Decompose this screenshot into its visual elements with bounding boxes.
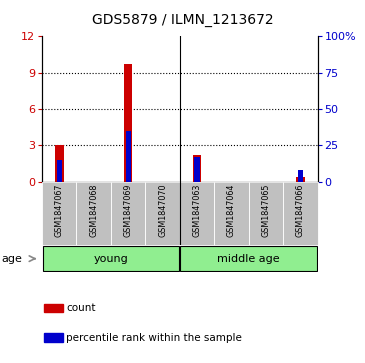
Bar: [296, 177, 305, 182]
Text: GDS5879 / ILMN_1213672: GDS5879 / ILMN_1213672: [92, 13, 273, 27]
Bar: [298, 170, 303, 182]
Bar: [145, 182, 180, 245]
Text: GSM1847070: GSM1847070: [158, 183, 167, 237]
Text: GSM1847066: GSM1847066: [296, 183, 305, 237]
Text: GSM1847067: GSM1847067: [55, 183, 64, 237]
Bar: [214, 182, 249, 245]
Bar: [44, 303, 63, 312]
Bar: [124, 64, 132, 182]
Text: middle age: middle age: [217, 254, 280, 264]
Bar: [193, 155, 201, 182]
Bar: [180, 246, 317, 271]
Bar: [126, 131, 131, 182]
Text: GSM1847063: GSM1847063: [192, 183, 201, 237]
Text: GSM1847069: GSM1847069: [124, 183, 132, 237]
Bar: [249, 182, 283, 245]
Bar: [111, 182, 145, 245]
Text: count: count: [66, 303, 96, 313]
Bar: [44, 333, 63, 342]
Bar: [57, 160, 62, 182]
Text: GSM1847065: GSM1847065: [261, 183, 270, 237]
Text: young: young: [93, 254, 128, 264]
Text: percentile rank within the sample: percentile rank within the sample: [66, 333, 242, 343]
Bar: [180, 182, 214, 245]
Bar: [283, 182, 318, 245]
Bar: [195, 157, 200, 182]
Bar: [76, 182, 111, 245]
Bar: [55, 145, 64, 182]
Text: age: age: [2, 254, 23, 264]
Text: GSM1847064: GSM1847064: [227, 183, 236, 237]
Bar: [42, 182, 76, 245]
Bar: [43, 246, 179, 271]
Text: GSM1847068: GSM1847068: [89, 183, 98, 237]
